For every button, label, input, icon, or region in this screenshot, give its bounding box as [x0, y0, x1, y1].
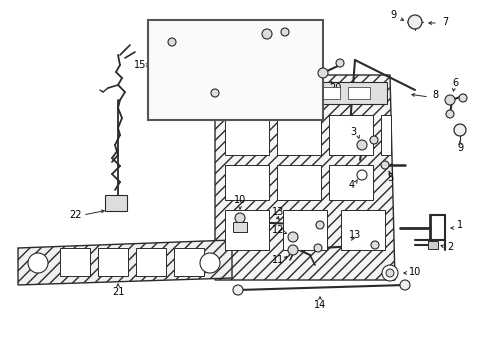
Circle shape [262, 29, 272, 39]
Circle shape [168, 38, 176, 46]
Text: 8: 8 [432, 90, 438, 100]
Text: 13: 13 [349, 230, 361, 240]
Bar [258, 87, 280, 99]
Text: 10: 10 [409, 267, 421, 277]
Circle shape [454, 124, 466, 136]
Bar [222, 82, 387, 104]
Bar [233, 222, 247, 232]
Circle shape [381, 161, 389, 169]
Circle shape [316, 221, 324, 229]
Bar [228, 87, 250, 99]
Circle shape [211, 89, 219, 97]
Text: 22: 22 [69, 210, 81, 220]
Circle shape [371, 241, 379, 249]
Circle shape [382, 265, 398, 281]
Circle shape [357, 170, 367, 180]
Bar [174, 248, 204, 276]
Circle shape [446, 110, 454, 118]
Circle shape [318, 68, 328, 78]
Text: 2: 2 [447, 242, 453, 252]
Text: 21: 21 [112, 287, 124, 297]
Circle shape [357, 140, 367, 150]
Bar [277, 115, 321, 155]
Circle shape [233, 285, 243, 295]
Text: 13: 13 [272, 207, 284, 217]
Circle shape [288, 232, 298, 242]
Bar [136, 248, 166, 276]
Text: 14: 14 [314, 300, 326, 310]
Text: 3: 3 [350, 127, 356, 137]
Circle shape [200, 253, 220, 273]
Circle shape [400, 280, 410, 290]
Bar [225, 165, 269, 200]
Text: 15: 15 [134, 60, 146, 70]
Bar [318, 87, 340, 99]
Bar [277, 165, 321, 200]
Circle shape [314, 244, 322, 252]
Circle shape [235, 213, 245, 223]
Circle shape [386, 269, 394, 277]
Bar [225, 210, 269, 250]
Text: 9: 9 [457, 143, 463, 153]
Polygon shape [215, 75, 395, 280]
Bar [329, 165, 373, 200]
Text: 1: 1 [457, 220, 463, 230]
Circle shape [370, 136, 378, 144]
Text: 6: 6 [452, 78, 458, 88]
Text: 16: 16 [159, 68, 171, 78]
Text: 17: 17 [152, 40, 164, 50]
Bar [288, 87, 310, 99]
Text: 4: 4 [349, 180, 355, 190]
Bar [348, 87, 370, 99]
Text: 11: 11 [272, 255, 284, 265]
Text: 9: 9 [390, 10, 396, 20]
Circle shape [28, 253, 48, 273]
Text: 5: 5 [387, 173, 393, 183]
Bar [381, 115, 391, 155]
Circle shape [336, 59, 344, 67]
Circle shape [408, 15, 422, 29]
Circle shape [459, 94, 467, 102]
Polygon shape [18, 240, 232, 285]
Bar [98, 248, 128, 276]
Text: 18: 18 [299, 27, 311, 37]
Bar [341, 210, 385, 250]
Bar [148, 20, 323, 120]
Bar [225, 115, 269, 155]
Text: 20: 20 [329, 83, 341, 93]
Bar [428, 241, 438, 249]
Bar [283, 210, 327, 250]
Text: 12: 12 [272, 225, 284, 235]
Circle shape [281, 28, 289, 36]
Bar [105, 195, 127, 211]
Circle shape [288, 245, 298, 255]
Bar [329, 115, 373, 155]
Text: 7: 7 [442, 17, 448, 27]
Text: 19: 19 [214, 100, 226, 110]
Circle shape [445, 95, 455, 105]
Text: 10: 10 [234, 195, 246, 205]
Bar [60, 248, 90, 276]
